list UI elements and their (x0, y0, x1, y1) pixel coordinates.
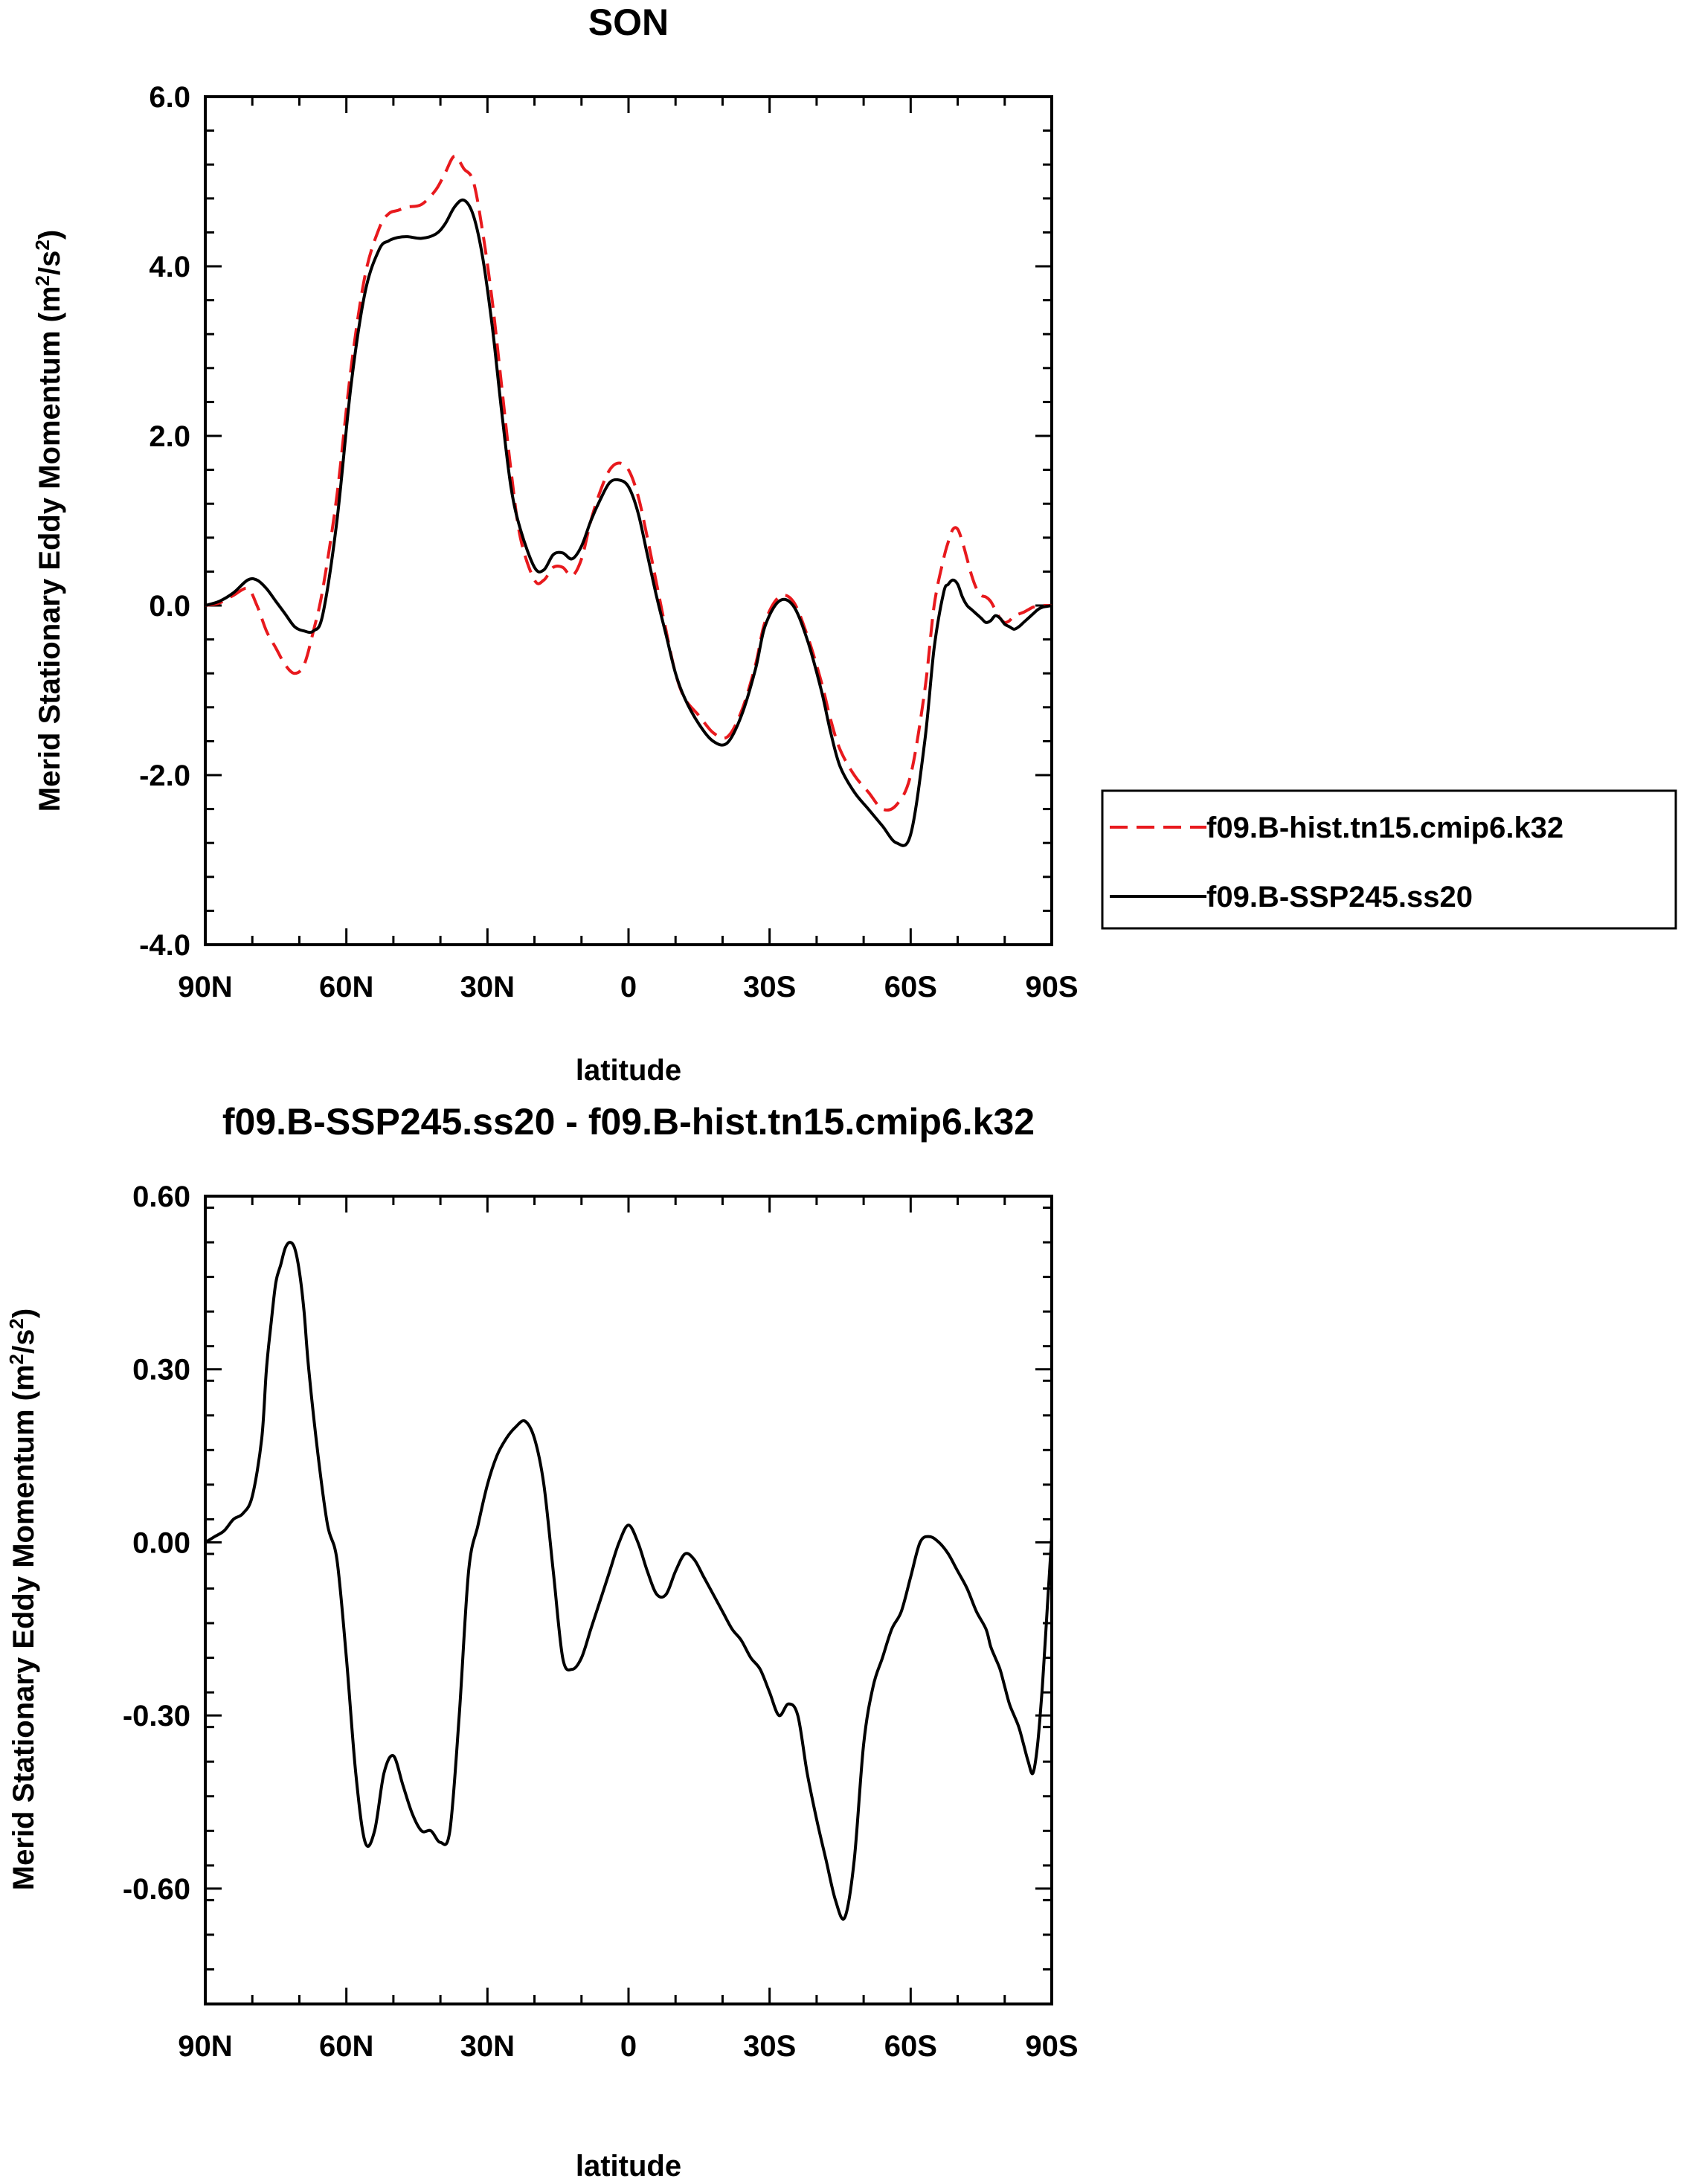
bottom-xtick-label: 60S (884, 2030, 937, 2063)
top-ytick-label: -4.0 (139, 929, 190, 962)
panel-top-ylabel-sup1: 2 (31, 275, 54, 286)
panel-top-ylabel-close: ) (33, 230, 66, 240)
legend: f09.B-hist.tn15.cmip6.k32 f09.B-SSP245.s… (1101, 789, 1677, 930)
panel-top-ylabel-mid: /s (33, 251, 66, 275)
top-ytick-label: -2.0 (139, 759, 190, 792)
bottom-ytick-label: 0.60 (132, 1181, 190, 1213)
top-xtick-label: 30N (460, 971, 515, 1003)
top-series-line-0 (205, 154, 1052, 812)
top-xtick-label: 60S (884, 971, 937, 1003)
top-xtick-label: 90S (1025, 971, 1078, 1003)
panel-top-tick-labels: 90N 60N 30N 0 30S 60S 90S -4.0 -2.0 0.0 2.0 4.0 6.0 (139, 81, 1079, 1003)
top-series-line-1 (205, 198, 1052, 847)
panel-top-ylabel: Merid Stationary Eddy Momentum (m2/s2) (31, 230, 66, 812)
panel-bottom: f09.B-SSP245.ss20 - f09.B-hist.tn15.cmip… (5, 1101, 1079, 2183)
panel-bottom-title: f09.B-SSP245.ss20 - f09.B-hist.tn15.cmip… (222, 1101, 1035, 1143)
panel-bottom-xlabel: latitude (576, 2150, 681, 2183)
top-xtick-label: 0 (620, 971, 637, 1003)
panel-bottom-series (204, 1241, 1053, 1921)
top-xtick-label: 60N (319, 971, 373, 1003)
panel-top: SON 90N 60N 30N 0 30S 60S 90S -4.0 -2.0 0.0 2.0 4.0… (31, 1, 1677, 1087)
panel-top-ylabel-text: Merid Stationary Eddy Momentum (m (33, 286, 66, 812)
bottom-series-line-0 (204, 1241, 1053, 1921)
bottom-ytick-label: -0.60 (123, 1873, 190, 1906)
bottom-ytick-label: -0.30 (123, 1700, 190, 1732)
top-ytick-label: 4.0 (149, 251, 190, 283)
panel-bottom-ylabel: Merid Stationary Eddy Momentum (m2/s2) (5, 1308, 40, 1890)
panel-bottom-ylabel-close: ) (7, 1308, 40, 1318)
legend-label-hist: f09.B-hist.tn15.cmip6.k32 (1206, 812, 1563, 844)
panel-bottom-ylabel-mid: /s (7, 1329, 40, 1354)
bottom-xtick-label: 30N (460, 2030, 515, 2063)
top-xtick-label: 90N (178, 971, 232, 1003)
bottom-ytick-label: 0.00 (132, 1526, 190, 1559)
panel-top-ylabel-sup2: 2 (31, 240, 54, 250)
bottom-xtick-label: 30S (743, 2030, 796, 2063)
panel-bottom-ylabel-sup1: 2 (5, 1354, 28, 1364)
top-xtick-label: 30S (743, 971, 796, 1003)
panel-bottom-plot-frame (204, 1195, 1053, 2005)
panel-top-title: SON (588, 1, 669, 43)
panel-top-series (205, 154, 1052, 847)
panel-top-ticks (204, 95, 1053, 946)
bottom-xtick-label: 90N (178, 2030, 232, 2063)
bottom-xtick-label: 0 (620, 2030, 637, 2063)
panel-top-xlabel: latitude (576, 1054, 681, 1087)
bottom-ytick-label: 0.30 (132, 1354, 190, 1387)
top-ytick-label: 0.0 (149, 590, 190, 623)
top-ytick-label: 6.0 (149, 81, 190, 114)
legend-box (1101, 789, 1677, 930)
panel-bottom-ylabel-text: Merid Stationary Eddy Momentum (m (7, 1364, 40, 1890)
panel-bottom-ticks (204, 1195, 1053, 2005)
panel-bottom-tick-labels: 90N 60N 30N 0 30S 60S 90S -0.60 -0.30 0.00 0.30 0.6… (123, 1181, 1079, 2063)
bottom-xtick-label: 60N (319, 2030, 373, 2063)
bottom-xtick-label: 90S (1025, 2030, 1078, 2063)
legend-label-ssp245: f09.B-SSP245.ss20 (1206, 881, 1473, 913)
top-ytick-label: 2.0 (149, 420, 190, 453)
panel-bottom-ylabel-sup2: 2 (5, 1318, 28, 1329)
